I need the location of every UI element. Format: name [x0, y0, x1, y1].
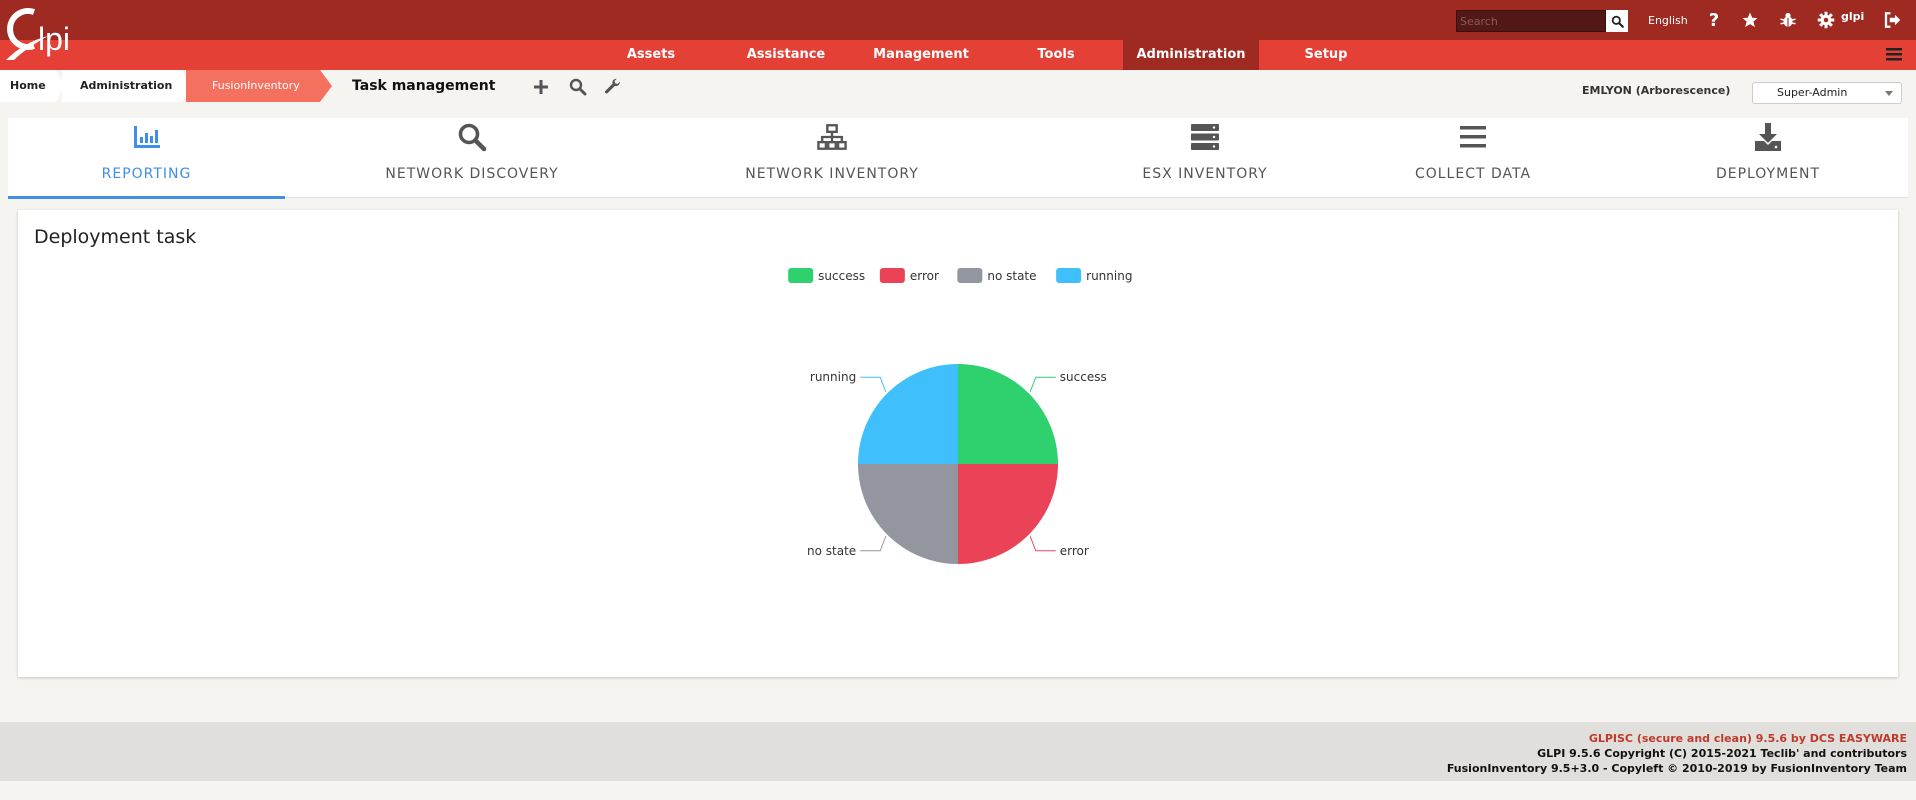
legend-label: running	[1086, 269, 1132, 283]
menu-assistance[interactable]: Assistance	[746, 47, 826, 62]
legend-label: error	[910, 269, 939, 283]
pie-leader-line	[860, 376, 887, 393]
bug-icon[interactable]	[1778, 10, 1798, 30]
svg-text:lpi: lpi	[38, 21, 70, 57]
menu-setup[interactable]: Setup	[1304, 47, 1348, 62]
language-selector[interactable]: English	[1648, 14, 1688, 27]
pie-label-running: running	[810, 370, 856, 384]
global-search	[1456, 10, 1630, 32]
search-button[interactable]	[1606, 10, 1628, 32]
download-icon	[1753, 122, 1783, 152]
menu-assets[interactable]: Assets	[626, 47, 676, 62]
tab-label: REPORTING	[101, 166, 192, 182]
glpi-logo[interactable]: lpi	[4, 8, 104, 60]
footer: GLPISC (secure and clean) 9.5.6 by DCS E…	[0, 722, 1916, 781]
pie-leader-line	[860, 535, 887, 552]
tab-network-discovery[interactable]: NETWORK DISCOVERY	[333, 118, 611, 198]
tab-label: NETWORK DISCOVERY	[385, 166, 559, 182]
wrench-icon[interactable]	[602, 76, 624, 98]
profile-value: Super-Admin	[1777, 86, 1848, 99]
entity-selector[interactable]: EMLYON (Arborescence)	[1582, 84, 1731, 97]
add-icon[interactable]	[530, 76, 552, 98]
user-menu[interactable]: glpi	[1841, 10, 1865, 23]
menu-management[interactable]: Management	[873, 47, 969, 62]
legend-item-no-state[interactable]: no state	[957, 268, 1037, 283]
pie-leader-line	[1029, 535, 1056, 552]
legend-swatch	[879, 268, 905, 283]
panel-title: Deployment task	[34, 226, 197, 248]
pie-label-no-state: no state	[807, 544, 856, 558]
help-icon[interactable]: ?	[1704, 10, 1724, 30]
search-icon	[457, 122, 487, 152]
legend-swatch	[788, 268, 814, 283]
footer-fusioninventory-copyright[interactable]: FusionInventory 9.5+3.0 - Copyleft © 201…	[1446, 762, 1907, 775]
breadcrumb-home[interactable]: Home	[0, 70, 56, 102]
search-icon[interactable]	[567, 76, 589, 98]
gear-icon[interactable]	[1816, 10, 1836, 30]
legend-label: no state	[987, 269, 1036, 283]
tab-label: DEPLOYMENT	[1715, 166, 1821, 182]
profile-select[interactable]: Super-Admin	[1752, 82, 1902, 104]
breadcrumb-separator	[56, 70, 64, 102]
legend-swatch	[1056, 268, 1082, 283]
search-icon	[1611, 15, 1624, 28]
network-icon	[817, 122, 847, 152]
breadcrumb-separator	[320, 70, 332, 102]
list-icon	[1458, 122, 1488, 152]
star-icon[interactable]	[1740, 10, 1760, 30]
main-menu: Assets Assistance Management Tools Admin…	[0, 40, 1916, 70]
pie-chart: success error no state running success error n…	[788, 268, 1132, 564]
pie-label-success: success	[1060, 370, 1107, 384]
tab-network-inventory[interactable]: NETWORK INVENTORY	[696, 118, 968, 198]
breadcrumb-fusioninventory[interactable]: FusionInventory	[186, 70, 320, 102]
pie-slice-running[interactable]	[858, 364, 958, 464]
legend-label: success	[818, 269, 865, 283]
legend-item-success[interactable]: success	[788, 268, 865, 283]
page-title: Task management	[352, 78, 496, 94]
server-icon	[1190, 122, 1220, 152]
logout-icon[interactable]	[1882, 10, 1902, 30]
pie-slice-no-state[interactable]	[858, 464, 958, 564]
footer-glpi-copyright[interactable]: GLPI 9.5.6 Copyright (C) 2015-2021 Tecli…	[1537, 747, 1907, 760]
tab-reporting[interactable]: REPORTING	[8, 118, 285, 199]
top-bar: English ? glpi	[0, 0, 1916, 40]
footer-glpisc[interactable]: GLPISC (secure and clean) 9.5.6 by DCS E…	[1588, 732, 1907, 745]
tab-deployment[interactable]: DEPLOYMENT	[1628, 118, 1908, 198]
legend-swatch	[957, 268, 983, 283]
tab-collect-data[interactable]: COLLECT DATA	[1340, 118, 1606, 198]
legend-item-running[interactable]: running	[1056, 268, 1132, 283]
legend-item-error[interactable]: error	[879, 268, 939, 283]
task-tabs: REPORTING NETWORK DISCOVERY NETWORK INVE…	[8, 118, 1908, 199]
pie-slice-error[interactable]	[958, 464, 1058, 564]
tab-label: NETWORK INVENTORY	[745, 166, 919, 182]
pie-slice-success[interactable]	[958, 364, 1058, 464]
pie-leader-line	[1029, 376, 1056, 393]
tab-label: COLLECT DATA	[1414, 166, 1532, 182]
pie-label-error: error	[1060, 544, 1089, 558]
search-input[interactable]	[1456, 10, 1606, 32]
bar-chart-icon	[132, 122, 162, 152]
svg-text:?: ?	[1709, 11, 1719, 29]
hamburger-icon[interactable]	[1884, 44, 1904, 64]
deployment-task-panel: Deployment task success error no state runn…	[18, 210, 1898, 677]
chevron-down-icon	[1885, 91, 1893, 96]
breadcrumb-administration[interactable]: Administration	[62, 70, 182, 102]
tab-esx-inventory[interactable]: ESX INVENTORY	[1070, 118, 1340, 198]
menu-administration[interactable]: Administration	[1123, 40, 1259, 70]
tab-label: ESX INVENTORY	[1142, 166, 1268, 182]
breadcrumb: Home Administration FusionInventory Task…	[0, 70, 1916, 104]
menu-tools[interactable]: Tools	[1037, 47, 1075, 62]
